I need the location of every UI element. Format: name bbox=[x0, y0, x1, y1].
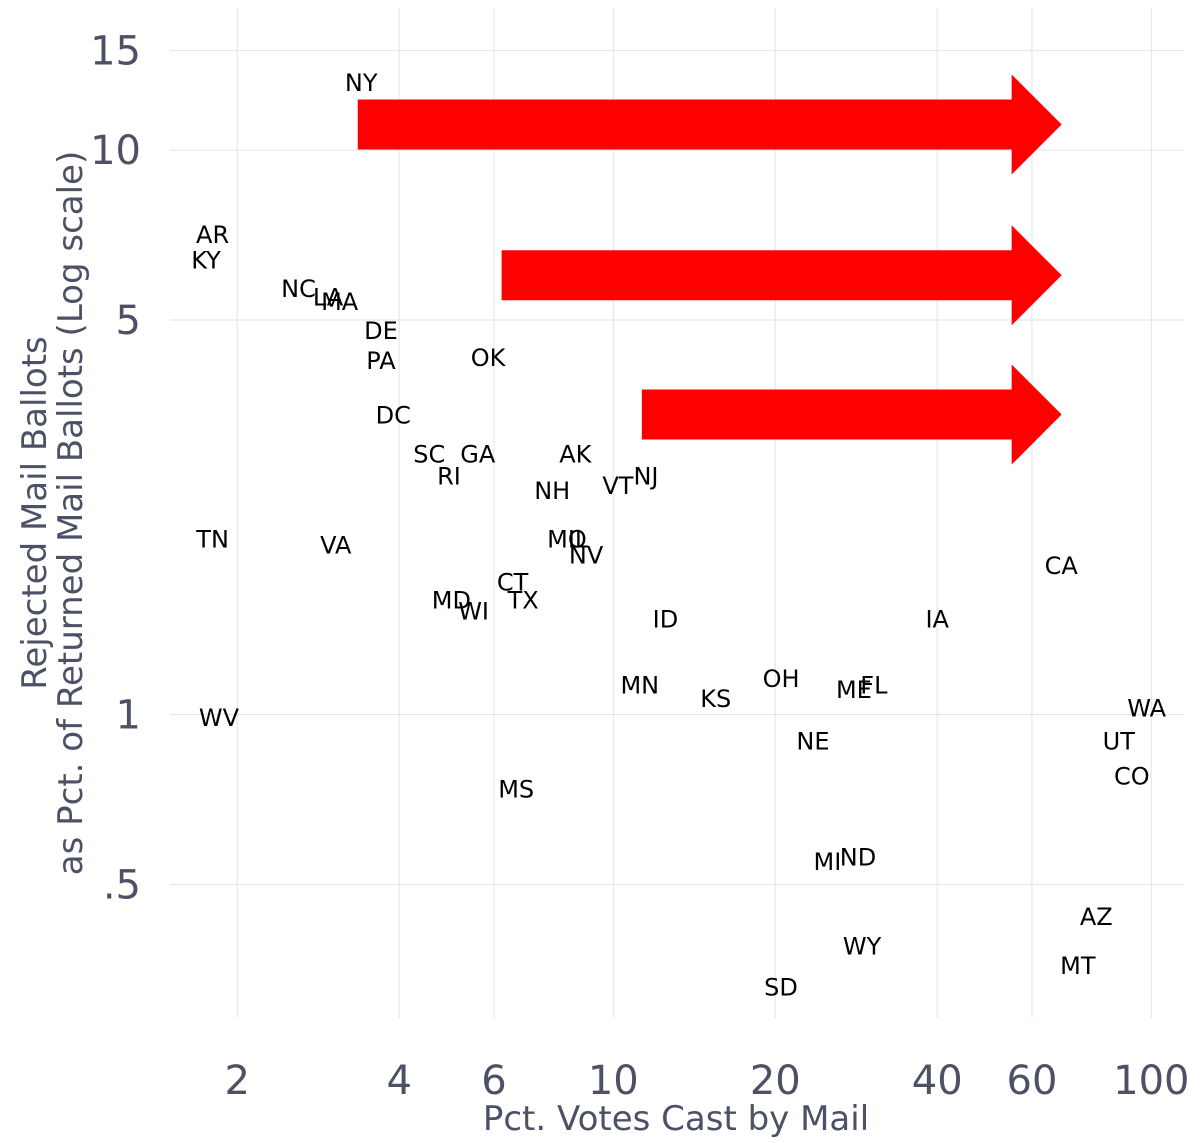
point-wy: WY bbox=[843, 932, 882, 960]
arrow-middle bbox=[501, 225, 1062, 326]
point-ut: UT bbox=[1103, 727, 1136, 755]
point-ky: KY bbox=[191, 246, 221, 274]
point-sc: SC bbox=[413, 441, 445, 469]
x-tick-label: 6 bbox=[481, 1058, 506, 1104]
y-tick-label: .5 bbox=[103, 862, 141, 908]
x-tick-label: 20 bbox=[750, 1058, 801, 1104]
point-mi: MI bbox=[814, 848, 842, 876]
point-ga: GA bbox=[460, 441, 496, 469]
x-tick-label: 10 bbox=[588, 1058, 639, 1104]
point-ia: IA bbox=[925, 605, 949, 633]
point-de: DE bbox=[364, 317, 398, 345]
annotation-arrows bbox=[357, 74, 1062, 465]
gridlines bbox=[170, 8, 1184, 1018]
point-pa: PA bbox=[366, 347, 396, 375]
point-nj: NJ bbox=[633, 463, 658, 491]
point-mn: MN bbox=[620, 672, 659, 700]
point-ak: AK bbox=[559, 441, 592, 469]
point-ri: RI bbox=[437, 463, 461, 491]
point-nv: NV bbox=[569, 542, 604, 570]
y-tick-label: 5 bbox=[116, 298, 141, 344]
x-tick-label: 40 bbox=[912, 1058, 963, 1104]
point-la: LA bbox=[313, 284, 344, 312]
point-dc: DC bbox=[376, 402, 411, 430]
point-tn: TN bbox=[195, 526, 229, 554]
point-ne: NE bbox=[796, 727, 829, 755]
point-az: AZ bbox=[1080, 903, 1113, 931]
point-ca: CA bbox=[1045, 552, 1079, 580]
point-ms: MS bbox=[498, 775, 534, 803]
point-il: IL bbox=[568, 526, 589, 554]
point-mt: MT bbox=[1060, 952, 1096, 980]
x-tick-label: 2 bbox=[224, 1058, 249, 1104]
point-ct: CT bbox=[497, 569, 529, 597]
point-fl: FL bbox=[860, 672, 888, 700]
point-ma: MA bbox=[321, 288, 359, 316]
x-tick-label: 4 bbox=[386, 1058, 411, 1104]
point-wi: WI bbox=[458, 597, 489, 625]
x-tick-label: 100 bbox=[1113, 1058, 1189, 1104]
point-nc: NC bbox=[281, 275, 316, 303]
point-ar: AR bbox=[196, 221, 229, 249]
y-axis-title-line2: as Pct. of Returned Mail Ballots (Log sc… bbox=[51, 151, 91, 875]
point-wv: WV bbox=[199, 704, 240, 732]
point-ks: KS bbox=[700, 685, 731, 713]
point-nh: NH bbox=[534, 477, 570, 505]
point-tx: TX bbox=[507, 586, 539, 614]
point-sd: SD bbox=[764, 973, 798, 1001]
arrow-bottom bbox=[641, 364, 1062, 465]
y-tick-label: 10 bbox=[90, 128, 141, 174]
point-ok: OK bbox=[471, 344, 507, 372]
y-axis-title-line1: Rejected Mail Ballots bbox=[15, 336, 55, 689]
point-wa: WA bbox=[1127, 694, 1166, 722]
x-axis-title: Pct. Votes Cast by Mail bbox=[483, 1099, 869, 1139]
point-ny: NY bbox=[345, 69, 378, 97]
point-id: ID bbox=[653, 605, 679, 633]
point-nd: ND bbox=[840, 844, 876, 872]
point-md: MD bbox=[432, 586, 471, 614]
point-oh: OH bbox=[763, 665, 800, 693]
y-tick-label: 15 bbox=[90, 29, 141, 75]
point-va: VA bbox=[320, 532, 352, 560]
y-tick-label: 1 bbox=[116, 693, 141, 739]
arrow-top bbox=[357, 74, 1062, 175]
point-vt: VT bbox=[602, 472, 633, 500]
point-mo: MO bbox=[547, 526, 587, 554]
point-co: CO bbox=[1114, 762, 1150, 790]
x-tick-label: 60 bbox=[1007, 1058, 1058, 1104]
point-me: ME bbox=[836, 676, 872, 704]
